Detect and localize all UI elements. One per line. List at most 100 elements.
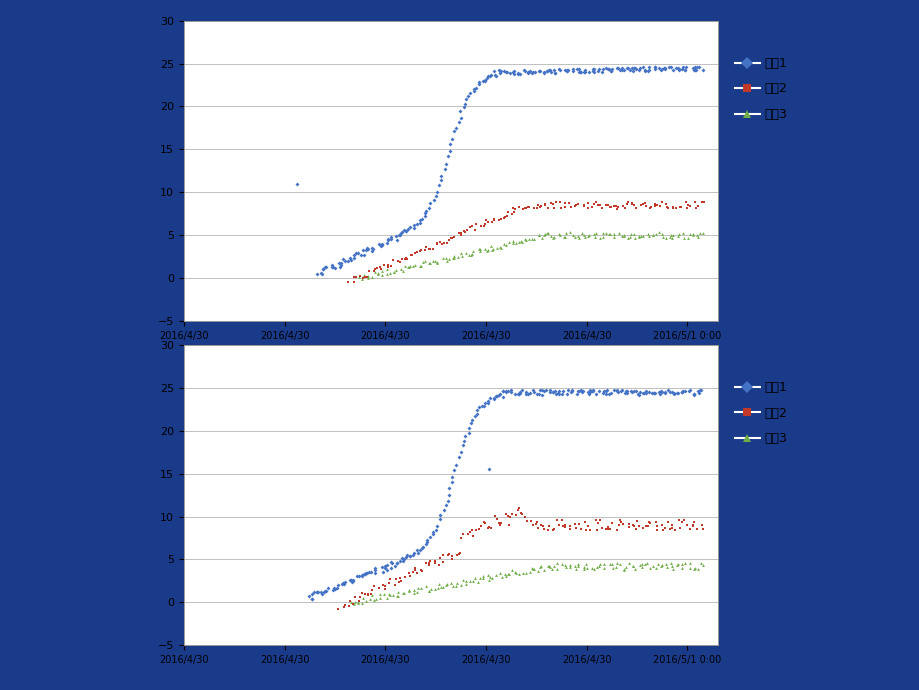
- Point: [498, 387, 513, 398]
- Point: [392, 555, 407, 566]
- Point: [511, 201, 526, 213]
- Point: [332, 258, 346, 269]
- Point: [656, 64, 671, 75]
- Point: [670, 387, 685, 398]
- Point: [421, 257, 436, 268]
- Point: [581, 229, 596, 240]
- Point: [690, 563, 705, 574]
- Point: [581, 66, 596, 77]
- Point: [439, 578, 454, 589]
- Point: [610, 201, 625, 213]
- Point: [608, 561, 623, 572]
- Point: [526, 386, 540, 397]
- Point: [488, 391, 503, 402]
- Point: [654, 520, 669, 531]
- Point: [388, 579, 403, 590]
- Point: [571, 518, 585, 529]
- Point: [659, 201, 674, 213]
- Point: [635, 62, 650, 73]
- Point: [586, 66, 601, 77]
- Point: [447, 231, 461, 242]
- Point: [494, 571, 509, 582]
- Point: [563, 201, 578, 213]
- Point: [607, 232, 621, 243]
- Point: [470, 405, 484, 416]
- Point: [456, 101, 471, 112]
- Point: [402, 550, 416, 561]
- Point: [696, 197, 710, 208]
- Point: [556, 231, 571, 242]
- Point: [546, 231, 561, 242]
- Point: [372, 262, 387, 273]
- Point: [664, 563, 679, 574]
- Point: [626, 229, 641, 240]
- Point: [594, 522, 608, 533]
- Point: [653, 386, 668, 397]
- Point: [682, 384, 697, 395]
- Point: [652, 201, 666, 212]
- Point: [679, 203, 694, 214]
- Point: [422, 531, 437, 542]
- Point: [575, 561, 590, 572]
- Point: [455, 250, 470, 262]
- Point: [381, 590, 396, 601]
- Point: [510, 388, 525, 400]
- Point: [453, 112, 468, 123]
- Point: [488, 70, 503, 81]
- Point: [505, 67, 519, 78]
- Point: [512, 237, 527, 248]
- Point: [558, 228, 573, 239]
- Point: [468, 219, 482, 230]
- Legend: 系列1, 系列2, 系列3: 系列1, 系列2, 系列3: [733, 382, 787, 445]
- Point: [465, 531, 480, 542]
- Point: [491, 215, 505, 226]
- Point: [600, 522, 615, 533]
- Point: [417, 255, 432, 266]
- Point: [457, 431, 471, 442]
- Point: [304, 593, 319, 604]
- Point: [438, 237, 453, 248]
- Point: [564, 385, 579, 396]
- Point: [693, 558, 708, 569]
- Point: [520, 388, 535, 400]
- Point: [614, 65, 629, 76]
- Point: [638, 386, 652, 397]
- Point: [454, 228, 469, 239]
- Point: [477, 218, 492, 229]
- Point: [380, 235, 394, 246]
- Point: [685, 520, 699, 531]
- Point: [505, 236, 520, 247]
- Point: [424, 584, 438, 595]
- Point: [571, 558, 585, 569]
- Point: [461, 249, 476, 260]
- Point: [414, 566, 429, 577]
- Point: [603, 65, 618, 76]
- Point: [525, 564, 539, 575]
- Point: [519, 201, 534, 213]
- Point: [525, 233, 539, 244]
- Point: [394, 227, 409, 238]
- Point: [580, 231, 595, 242]
- Point: [350, 248, 365, 259]
- Point: [631, 230, 646, 241]
- Point: [346, 272, 361, 283]
- Point: [686, 389, 700, 400]
- Point: [493, 520, 507, 531]
- Point: [327, 263, 342, 274]
- Point: [372, 589, 387, 600]
- Point: [545, 199, 560, 210]
- Point: [614, 230, 629, 241]
- Point: [637, 198, 652, 209]
- Point: [506, 68, 521, 79]
- Point: [421, 586, 436, 597]
- Point: [488, 569, 503, 580]
- Point: [495, 386, 510, 397]
- Point: [383, 232, 398, 243]
- Point: [624, 197, 639, 208]
- Point: [344, 574, 358, 585]
- Point: [685, 519, 699, 530]
- Point: [370, 268, 385, 279]
- Point: [413, 261, 427, 272]
- Point: [453, 533, 468, 544]
- Point: [517, 234, 532, 245]
